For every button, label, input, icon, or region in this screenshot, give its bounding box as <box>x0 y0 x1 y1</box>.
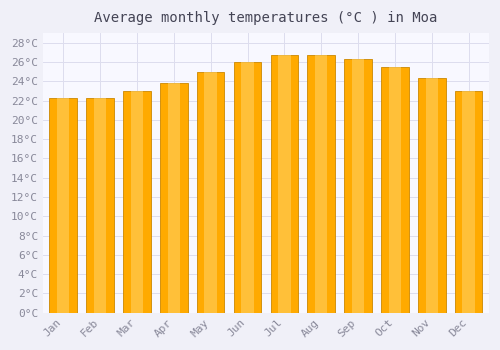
Bar <box>130 91 143 313</box>
Bar <box>57 98 70 313</box>
Bar <box>197 72 224 313</box>
Bar <box>234 62 262 313</box>
Title: Average monthly temperatures (°C ) in Moa: Average monthly temperatures (°C ) in Mo… <box>94 11 438 25</box>
Bar <box>50 98 77 313</box>
Bar <box>94 98 106 313</box>
Bar <box>344 59 372 313</box>
Bar <box>270 55 298 313</box>
Bar <box>204 72 217 313</box>
Bar <box>462 91 475 313</box>
Bar <box>352 59 364 313</box>
Bar <box>455 91 482 313</box>
Bar <box>418 78 446 313</box>
Bar <box>388 67 401 313</box>
Bar <box>381 67 408 313</box>
Bar <box>278 55 290 313</box>
Bar <box>160 83 188 313</box>
Bar <box>86 98 114 313</box>
Bar <box>123 91 151 313</box>
Bar <box>168 83 180 313</box>
Bar <box>426 78 438 313</box>
Bar <box>242 62 254 313</box>
Bar <box>308 55 335 313</box>
Bar <box>315 55 328 313</box>
